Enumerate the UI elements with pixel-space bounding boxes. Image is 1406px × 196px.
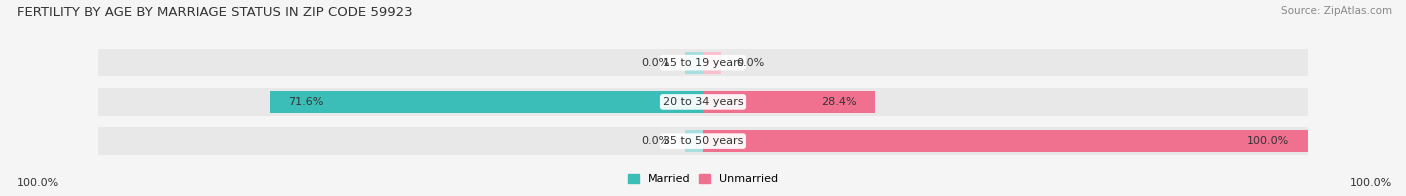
Bar [98,127,703,155]
Bar [685,52,703,74]
Text: 0.0%: 0.0% [641,58,669,68]
Text: Source: ZipAtlas.com: Source: ZipAtlas.com [1281,6,1392,16]
Bar [703,52,721,74]
Text: 0.0%: 0.0% [641,136,669,146]
Bar [703,91,875,113]
Text: 15 to 19 years: 15 to 19 years [662,58,744,68]
Text: 20 to 34 years: 20 to 34 years [662,97,744,107]
Text: 100.0%: 100.0% [1247,136,1289,146]
Text: 71.6%: 71.6% [288,97,323,107]
Text: FERTILITY BY AGE BY MARRIAGE STATUS IN ZIP CODE 59923: FERTILITY BY AGE BY MARRIAGE STATUS IN Z… [17,6,412,19]
Bar [270,91,703,113]
Bar [98,49,703,76]
Text: 100.0%: 100.0% [1350,178,1392,188]
Text: 100.0%: 100.0% [17,178,59,188]
Text: 35 to 50 years: 35 to 50 years [662,136,744,146]
Bar [703,127,1308,155]
Bar [703,88,1308,116]
Bar [98,88,703,116]
Bar [703,49,1308,76]
Bar [703,130,1308,152]
Text: 28.4%: 28.4% [821,97,856,107]
Legend: Married, Unmarried: Married, Unmarried [623,169,783,189]
Text: 0.0%: 0.0% [737,58,765,68]
Bar [685,130,703,152]
